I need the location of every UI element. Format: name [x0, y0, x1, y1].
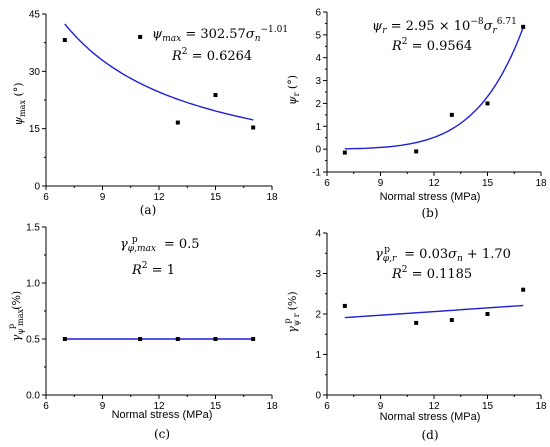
- panel-a-ylabel: ψmax (°): [12, 82, 27, 125]
- fit-curve: [344, 304, 524, 319]
- y-tick-label: 2: [315, 310, 321, 321]
- x-tick-label: 15: [210, 192, 222, 203]
- y-tick-label: 3: [315, 76, 321, 87]
- y-tick-label: 15: [29, 124, 41, 135]
- y-tick-label: 5: [315, 30, 321, 41]
- y-tick-label: 45: [29, 10, 41, 21]
- panel-d-ylabel: γψ rp(%): [283, 291, 301, 332]
- fit-curve: [64, 23, 254, 121]
- data-point: [485, 101, 490, 106]
- data-point: [342, 303, 347, 308]
- panel-c-label: (c): [154, 427, 170, 441]
- data-point: [175, 337, 180, 341]
- x-tick-label: 6: [324, 178, 330, 189]
- y-tick-label: 1.5: [26, 223, 40, 234]
- panel-a-label: (a): [140, 203, 157, 217]
- panel-b-ylabel: ψr (°): [286, 75, 301, 105]
- fit-curve: [344, 27, 524, 150]
- data-point: [521, 24, 526, 29]
- x-tick-label: 15: [482, 401, 494, 412]
- y-tick-label: 1.0: [26, 279, 40, 290]
- y-tick-label: 1: [315, 350, 321, 361]
- data-point: [213, 337, 218, 341]
- x-tick-label: 12: [153, 401, 165, 412]
- panel-a-plot: 6 9 12 15 18 0 15 30 45: [29, 10, 278, 204]
- data-point: [521, 287, 526, 292]
- y-tick-label: 0.0: [26, 391, 40, 402]
- x-tick-label: 18: [535, 178, 547, 189]
- x-tick-label: 9: [378, 178, 384, 189]
- panel-b-label: (b): [421, 206, 438, 220]
- x-tick-label: 12: [428, 178, 440, 189]
- y-tick-label: 1: [315, 122, 321, 133]
- x-tick-label: 9: [100, 192, 106, 203]
- data-point: [485, 312, 490, 316]
- panel-c-r2: R2 = 1: [131, 261, 175, 278]
- panel-c-plot: 6 9 12 15 18 0.0 0.5 1.0 1.5: [26, 223, 278, 413]
- data-point: [342, 150, 347, 155]
- data-point: [251, 337, 256, 341]
- panel-d-label: (d): [421, 428, 438, 442]
- x-tick-label: 15: [482, 178, 494, 189]
- y-tick-label: 6: [315, 8, 321, 19]
- x-tick-label: 18: [535, 401, 547, 412]
- y-tick-label: 2: [315, 99, 321, 110]
- panel-d-xlabel: Normal stress (MPa): [380, 411, 481, 423]
- x-tick-label: 9: [378, 401, 384, 412]
- y-tick-label: 3: [315, 269, 321, 280]
- data-point: [62, 337, 67, 341]
- panel-d-r2: R2 = 0.1185: [391, 265, 472, 282]
- data-point: [138, 34, 143, 39]
- x-tick-label: 12: [153, 192, 165, 203]
- panel-b-equation: ψr = 2.95 × 10−8σr6.71: [372, 17, 517, 36]
- y-tick-label: -1: [312, 168, 321, 179]
- panel-a: 6 9 12 15 18 0 15 30 45 ψmax (°) ψmax = 302.57σn…: [12, 10, 288, 218]
- y-tick-label: 4: [315, 229, 321, 240]
- data-point: [251, 125, 256, 130]
- panel-a-r2: R2 = 0.6264: [171, 47, 252, 64]
- data-point: [138, 337, 143, 341]
- data-point: [213, 93, 218, 98]
- y-tick-label: 0.5: [26, 335, 40, 346]
- y-tick-label: 0: [315, 145, 321, 156]
- panel-c-xlabel: Normal stress (MPa): [112, 409, 213, 421]
- panel-c-ylabel: γψ maxp(%): [7, 291, 25, 341]
- y-tick-label: 0: [315, 391, 321, 402]
- x-tick-label: 15: [210, 401, 222, 412]
- data-point: [62, 37, 67, 42]
- x-tick-label: 6: [43, 192, 49, 203]
- data-point: [449, 318, 454, 323]
- data-point: [414, 320, 419, 325]
- panel-b-xlabel: Normal stress (MPa): [380, 191, 481, 203]
- x-tick-label: 9: [100, 401, 106, 412]
- x-tick-label: 18: [266, 401, 278, 412]
- panel-c-equation: γφ,maxp = 0.5: [120, 235, 200, 254]
- x-tick-label: 12: [428, 401, 440, 412]
- y-tick-label: 30: [29, 67, 41, 78]
- data-point: [414, 149, 419, 154]
- data-point: [449, 112, 454, 117]
- y-tick-label: 4: [315, 53, 321, 64]
- panel-c: 6 9 12 15 18 0.0 0.5 1.0 1.5 γψ maxp(%) γφ,maxp …: [7, 223, 278, 442]
- x-tick-label: 6: [324, 401, 330, 412]
- x-tick-label: 6: [43, 401, 49, 412]
- x-tick-label: 18: [266, 192, 278, 203]
- y-tick-label: 0: [34, 182, 40, 193]
- panel-d-equation: γφ,rp = 0.03σn + 1.70: [375, 245, 511, 264]
- panel-a-equation: ψmax = 302.57σn−1.01: [152, 25, 288, 44]
- data-point: [175, 120, 180, 125]
- panel-b-r2: R2 = 0.9564: [391, 37, 472, 54]
